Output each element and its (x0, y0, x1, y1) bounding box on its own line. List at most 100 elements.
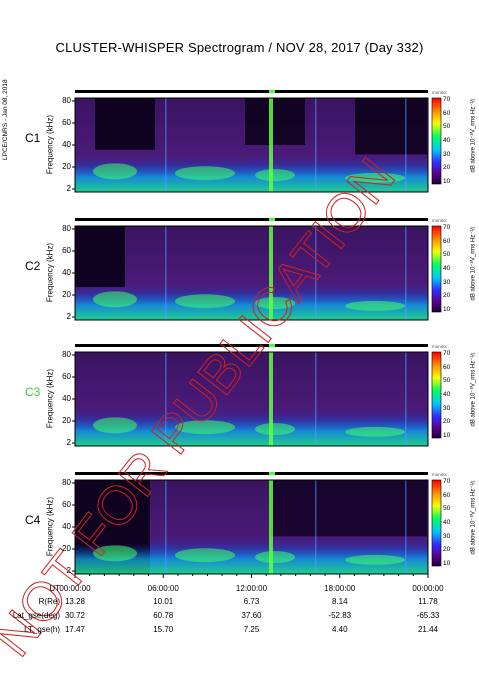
data-gap (95, 98, 155, 150)
vertical-streak (315, 352, 317, 446)
y-tick-label: 80 (62, 350, 71, 359)
colorbar-tick-label: 20 (443, 292, 451, 300)
y-tick-label: 40 (62, 140, 71, 149)
y-tick-label: 80 (62, 224, 71, 233)
colorbar-tick-label: 60 (443, 363, 451, 371)
ephemeris-value: 13.28 (64, 597, 86, 606)
colorbar-tick-label: 40 (443, 391, 451, 398)
ephemeris-value: 00:00:00 (412, 584, 444, 593)
interference-line (269, 352, 273, 446)
colorbar-tick-label: 70 (443, 224, 451, 231)
y-tick-label: 80 (62, 478, 71, 487)
emission-patch (345, 554, 405, 565)
emission-patch (255, 551, 295, 564)
ephemeris-value: 60.78 (153, 611, 174, 620)
emission-patch (93, 291, 137, 308)
colorbar-header: monitor (432, 90, 448, 95)
colorbar-tick-label: 60 (443, 109, 451, 117)
colorbar-tick-label: 70 (443, 350, 451, 357)
colorbar-tick-label: 30 (443, 404, 451, 412)
colorbar-tick-label: 70 (443, 96, 451, 103)
ephemeris-value: -52.83 (328, 611, 352, 620)
data-gap (245, 98, 305, 145)
colorbar (431, 479, 442, 567)
ephemeris-row-label: UT (49, 584, 60, 593)
colorbar-tick-label: 50 (443, 505, 451, 513)
ephemeris-value: 00:00:00 (59, 584, 91, 593)
interference-line (269, 98, 273, 192)
vertical-streak (165, 352, 167, 446)
ephemeris-row-label: R(Re) (38, 597, 60, 606)
emission-patch (255, 297, 295, 310)
vertical-streak (165, 98, 167, 192)
vertical-streak (405, 98, 407, 192)
colorbar-label: dB above 10⁻⁸V_rms Hz⁻½ (470, 480, 477, 555)
emission-patch (255, 169, 295, 182)
vertical-streak (315, 98, 317, 192)
colorbar-tick-label: 10 (443, 432, 451, 439)
colorbar-tick-label: 40 (443, 137, 451, 144)
ephemeris-value: 10.01 (153, 597, 174, 606)
ephemeris-row-label: LT_gse(h) (24, 625, 60, 634)
colorbar-tick-label: 10 (443, 178, 451, 185)
y-tick-label: 2 (66, 184, 71, 193)
y-axis-label: Frequency (kHz) (45, 496, 55, 557)
y-tick-label: 40 (62, 394, 71, 403)
panel-header-bar (75, 472, 428, 475)
satellite-label: C4 (25, 513, 41, 527)
emission-patch (93, 163, 137, 180)
colorbar-tick-label: 20 (443, 418, 451, 426)
ephemeris-value: 4.40 (331, 625, 348, 634)
vertical-streak (405, 352, 407, 446)
emission-patch (175, 294, 235, 309)
vertical-streak (165, 226, 167, 320)
colorbar (431, 351, 442, 439)
ephemeris-value: 18:00:00 (324, 584, 356, 593)
vertical-streak (315, 226, 317, 320)
colorbar (431, 225, 442, 313)
colorbar-tick-label: 10 (443, 560, 451, 567)
colorbar-tick-label: 20 (443, 164, 451, 172)
interference-marker (269, 90, 275, 93)
colorbar-tick-label: 30 (443, 150, 451, 158)
y-axis-label: Frequency (kHz) (45, 114, 55, 175)
panel-header-bar (75, 218, 428, 221)
emission-patch (345, 172, 405, 183)
colorbar-tick-label: 60 (443, 237, 451, 245)
ephemeris-value: -65.33 (416, 611, 440, 620)
y-tick-label: 60 (62, 246, 71, 255)
interference-marker (269, 218, 275, 221)
y-tick-label: 40 (62, 268, 71, 277)
data-gap (75, 226, 125, 288)
vertical-streak (315, 480, 317, 574)
chart-title: CLUSTER-WHISPER Spectrogram / NOV 28, 20… (55, 40, 424, 55)
colorbar-tick-label: 50 (443, 377, 451, 385)
colorbar-header: monitor (432, 472, 448, 477)
ephemeris-value: 7.25 (243, 625, 260, 634)
y-tick-label: 20 (62, 544, 71, 553)
colorbar-tick-label: 40 (443, 519, 451, 526)
y-tick-label: 60 (62, 118, 71, 127)
colorbar-tick-label: 60 (443, 491, 451, 499)
y-tick-label: 2 (66, 438, 71, 447)
ephemeris-value: 6.73 (243, 597, 260, 606)
data-gap (270, 480, 427, 537)
satellite-label: C2 (25, 259, 41, 273)
y-tick-label: 20 (62, 162, 71, 171)
ephemeris-value: 06:00:00 (147, 584, 179, 593)
colorbar-label: dB above 10⁻⁸V_rms Hz⁻½ (470, 98, 477, 173)
interference-line (269, 480, 273, 574)
colorbar-tick-label: 50 (443, 251, 451, 259)
ephemeris-row-label: Lat_gse(deg) (12, 611, 60, 620)
interference-line (269, 226, 273, 320)
interference-marker (269, 344, 275, 347)
colorbar (431, 97, 442, 185)
data-gap (355, 98, 427, 155)
emission-patch (345, 426, 405, 437)
colorbar-tick-label: 10 (443, 306, 451, 313)
panel-header-bar (75, 344, 428, 347)
colorbar-tick-label: 30 (443, 278, 451, 286)
emission-patch (255, 423, 295, 436)
emission-patch (93, 545, 137, 562)
